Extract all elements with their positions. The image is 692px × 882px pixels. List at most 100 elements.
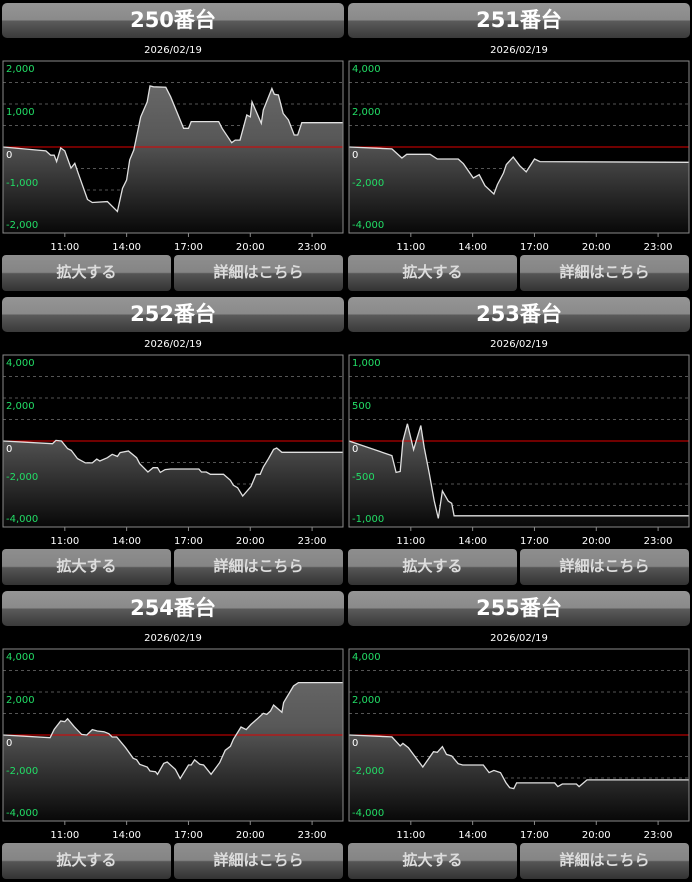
x-tick-label: 23:00 bbox=[644, 242, 673, 253]
zoom-button[interactable]: 拡大する bbox=[348, 255, 517, 291]
x-tick-label: 14:00 bbox=[112, 242, 141, 253]
chart: 2,000 1,000 0 -1,000 -2,000 11:00 14:00 17:00 20… bbox=[2, 60, 344, 253]
y-tick-label: 2,000 bbox=[6, 64, 35, 75]
plot-frame bbox=[348, 648, 690, 822]
x-tick-label: 23:00 bbox=[298, 242, 327, 253]
plot-frame bbox=[2, 60, 344, 234]
y-tick-label: -2,000 bbox=[352, 766, 384, 777]
zoom-button[interactable]: 拡大する bbox=[2, 843, 171, 879]
area-fill bbox=[349, 147, 689, 233]
details-button[interactable]: 詳細はこちら bbox=[520, 255, 689, 291]
y-tick-label: -2,000 bbox=[6, 472, 38, 483]
chart: 4,000 2,000 0 -2,000 -4,000 11:00 14:00 17:00 20… bbox=[2, 354, 344, 547]
y-tick-label: 2,000 bbox=[6, 695, 35, 706]
y-tick-label: 4,000 bbox=[352, 64, 381, 75]
area-fill bbox=[3, 440, 343, 527]
plot-frame bbox=[348, 60, 690, 234]
chart: 4,000 2,000 0 -2,000 -4,000 11:00 14:00 17:00 20… bbox=[348, 60, 690, 253]
x-tick-label: 23:00 bbox=[298, 536, 327, 547]
details-button[interactable]: 詳細はこちら bbox=[520, 549, 689, 585]
plot-frame bbox=[2, 354, 344, 528]
chart-date: 2026/02/19 bbox=[490, 633, 548, 644]
machine-panel: 250番台 2026/02/19 拡大する 詳細はこちら 2,000 1,000 0 -… bbox=[0, 0, 346, 294]
x-tick-label: 20:00 bbox=[582, 536, 611, 547]
chart-date: 2026/02/19 bbox=[144, 633, 202, 644]
details-button[interactable]: 詳細はこちら bbox=[174, 549, 343, 585]
machine-panel: 255番台 2026/02/19 拡大する 詳細はこちら 4,000 2,000 0 -… bbox=[346, 588, 692, 882]
area-fill bbox=[3, 682, 343, 821]
chart-date: 2026/02/19 bbox=[144, 339, 202, 350]
series-line bbox=[2, 681, 343, 780]
machine-title[interactable]: 252番台 bbox=[2, 297, 344, 332]
y-tick-label: 0 bbox=[6, 738, 12, 749]
x-tick-label: 11:00 bbox=[396, 536, 425, 547]
y-tick-label: -2,000 bbox=[6, 220, 38, 231]
y-tick-label: 0 bbox=[6, 444, 12, 455]
x-tick-label: 17:00 bbox=[174, 242, 203, 253]
y-tick-label: 1,000 bbox=[352, 358, 381, 369]
machine-panel: 251番台 2026/02/19 拡大する 詳細はこちら 4,000 2,000 0 -… bbox=[346, 0, 692, 294]
y-tick-label: 4,000 bbox=[352, 652, 381, 663]
x-tick-label: 23:00 bbox=[644, 830, 673, 841]
x-tick-label: 17:00 bbox=[520, 536, 549, 547]
details-button[interactable]: 詳細はこちら bbox=[520, 843, 689, 879]
details-button[interactable]: 詳細はこちら bbox=[174, 843, 343, 879]
y-tick-label: 2,000 bbox=[352, 695, 381, 706]
x-tick-label: 11:00 bbox=[396, 242, 425, 253]
series-line bbox=[2, 439, 343, 498]
machine-title[interactable]: 251番台 bbox=[348, 3, 690, 38]
chart-date: 2026/02/19 bbox=[490, 339, 548, 350]
y-tick-label: 2,000 bbox=[352, 107, 381, 118]
machine-panel: 253番台 2026/02/19 拡大する 詳細はこちら 1,000 500 0 -50… bbox=[346, 294, 692, 588]
x-tick-label: 14:00 bbox=[458, 536, 487, 547]
y-tick-label: 0 bbox=[352, 444, 358, 455]
x-tick-label: 11:00 bbox=[396, 830, 425, 841]
zoom-button[interactable]: 拡大する bbox=[348, 549, 517, 585]
x-tick-label: 11:00 bbox=[50, 830, 79, 841]
series-line bbox=[348, 146, 690, 196]
plot-frame bbox=[348, 354, 690, 528]
y-tick-label: 4,000 bbox=[6, 358, 35, 369]
chart-date: 2026/02/19 bbox=[490, 45, 548, 56]
machine-title[interactable]: 250番台 bbox=[2, 3, 344, 38]
zoom-button[interactable]: 拡大する bbox=[2, 255, 171, 291]
x-tick-label: 20:00 bbox=[582, 830, 611, 841]
x-tick-label: 11:00 bbox=[50, 536, 79, 547]
y-tick-label: 0 bbox=[6, 150, 12, 161]
zoom-button[interactable]: 拡大する bbox=[2, 549, 171, 585]
machine-panel: 252番台 2026/02/19 拡大する 詳細はこちら 4,000 2,000 0 -… bbox=[0, 294, 346, 588]
chart-date: 2026/02/19 bbox=[144, 45, 202, 56]
x-tick-label: 23:00 bbox=[298, 830, 327, 841]
y-tick-label: 4,000 bbox=[6, 652, 35, 663]
x-tick-label: 23:00 bbox=[644, 536, 673, 547]
y-tick-label: 500 bbox=[352, 401, 371, 412]
series-line bbox=[348, 423, 689, 519]
y-tick-label: 2,000 bbox=[6, 401, 35, 412]
details-button[interactable]: 詳細はこちら bbox=[174, 255, 343, 291]
zoom-button[interactable]: 拡大する bbox=[348, 843, 517, 879]
x-tick-label: 14:00 bbox=[112, 536, 141, 547]
x-tick-label: 11:00 bbox=[50, 242, 79, 253]
area-fill bbox=[3, 85, 343, 234]
x-tick-label: 17:00 bbox=[174, 536, 203, 547]
y-tick-label: -1,000 bbox=[352, 514, 384, 525]
machine-title[interactable]: 255番台 bbox=[348, 591, 690, 626]
plot-frame bbox=[2, 648, 344, 822]
chart: 4,000 2,000 0 -2,000 -4,000 11:00 14:00 17:00 20… bbox=[348, 648, 690, 841]
x-tick-label: 14:00 bbox=[458, 242, 487, 253]
y-tick-label: -1,000 bbox=[6, 178, 38, 189]
y-tick-label: -2,000 bbox=[6, 766, 38, 777]
machine-panel: 254番台 2026/02/19 拡大する 詳細はこちら 4,000 2,000 0 -… bbox=[0, 588, 346, 882]
x-tick-label: 20:00 bbox=[236, 536, 265, 547]
y-tick-label: 0 bbox=[352, 150, 358, 161]
machine-title[interactable]: 254番台 bbox=[2, 591, 344, 626]
y-tick-label: -2,000 bbox=[352, 178, 384, 189]
y-tick-label: -4,000 bbox=[6, 514, 38, 525]
x-tick-label: 20:00 bbox=[582, 242, 611, 253]
y-tick-label: -4,000 bbox=[352, 808, 384, 819]
y-tick-label: -500 bbox=[352, 472, 375, 483]
y-tick-label: 1,000 bbox=[6, 107, 35, 118]
machine-title[interactable]: 253番台 bbox=[348, 297, 690, 332]
chart: 1,000 500 0 -500 -1,000 11:00 14:00 17:00 20:00 2… bbox=[348, 354, 690, 547]
y-tick-label: -4,000 bbox=[6, 808, 38, 819]
